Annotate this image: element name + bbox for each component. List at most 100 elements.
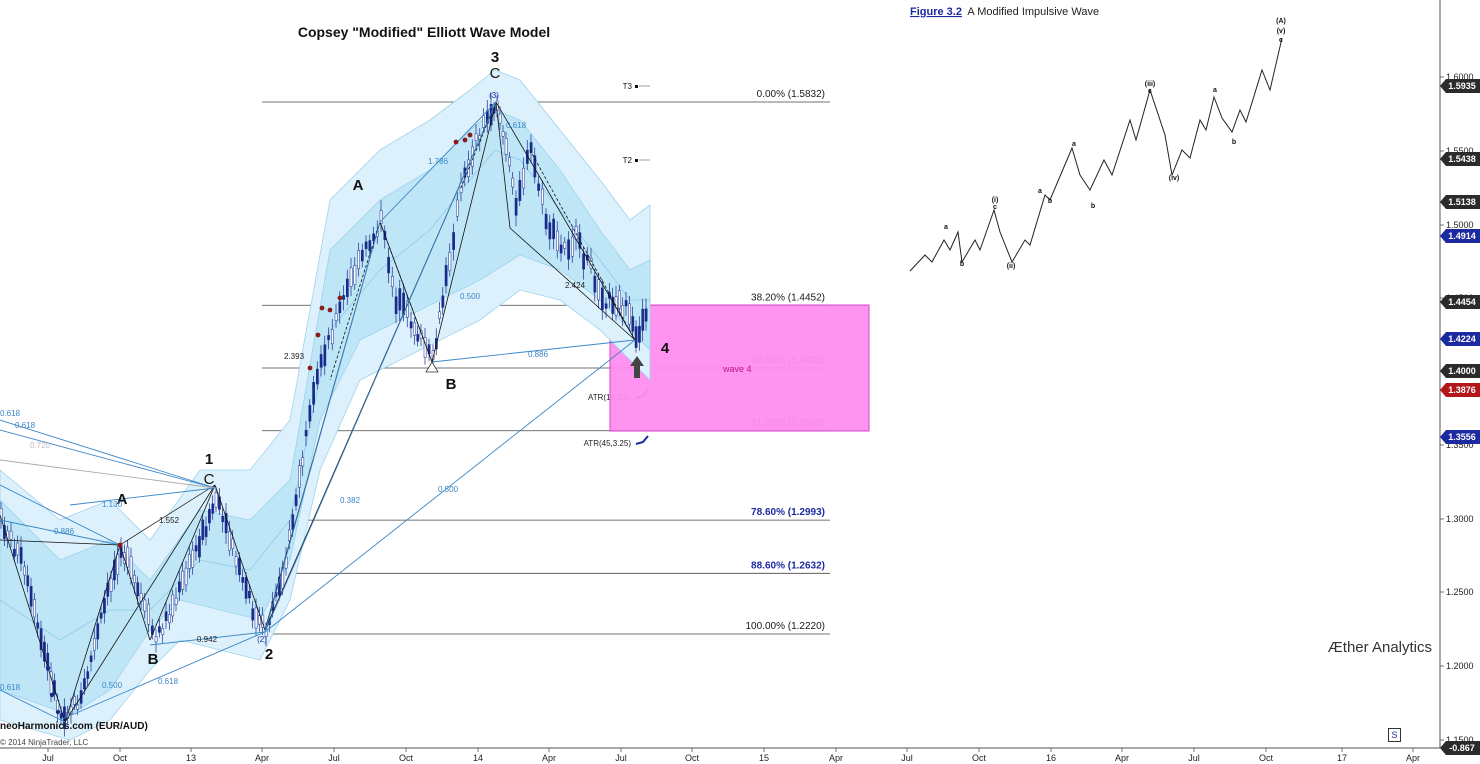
candle-body — [136, 582, 140, 597]
candle-body — [628, 303, 631, 325]
x-tick-label: Oct — [113, 753, 128, 763]
candle-body — [423, 337, 427, 358]
candle-body — [194, 545, 198, 552]
x-tick-label: 14 — [473, 753, 483, 763]
s-button[interactable]: S — [1388, 728, 1401, 742]
candle-body — [406, 301, 409, 318]
wave-leg — [64, 484, 216, 723]
pivot-dot — [315, 332, 321, 338]
x-tick-label: Oct — [685, 753, 700, 763]
candle-body — [171, 594, 175, 617]
candle-body — [231, 538, 235, 549]
price-badge: 1.5438 — [1440, 152, 1480, 166]
candle-body — [353, 265, 357, 285]
candle-body — [394, 296, 398, 314]
candle-body — [638, 325, 641, 343]
price-badge: 1.5935 — [1440, 79, 1480, 93]
price-badge: 1.4224 — [1440, 332, 1480, 346]
candle-body — [498, 113, 502, 124]
candle-body — [482, 115, 485, 128]
candle-body — [0, 507, 3, 522]
candle-body — [83, 678, 86, 690]
candle-body — [452, 232, 455, 250]
candle-body — [174, 597, 178, 605]
candle-body — [86, 671, 90, 679]
impulse-label: (A) — [1276, 18, 1286, 25]
candle-body — [201, 519, 205, 541]
candle-body — [431, 350, 435, 360]
wave-label: A — [117, 491, 128, 508]
candle-body — [96, 623, 100, 640]
price-badge-value: 1.3876 — [1448, 385, 1476, 395]
price-badge-value: 1.4454 — [1448, 297, 1476, 307]
triangle-marker — [425, 361, 439, 373]
pivot-dot — [45, 665, 51, 671]
candle-body — [301, 457, 305, 467]
candle-body — [16, 542, 20, 556]
atr-mark — [635, 435, 649, 445]
y-tick-label: 1.1500 — [1446, 735, 1474, 745]
wave-label: B — [148, 651, 159, 668]
source-label: neoHarmonics.com (EUR/AUD) — [0, 721, 148, 732]
pivot-dot — [319, 305, 325, 311]
candle-body — [416, 334, 420, 342]
pivot-dot — [462, 137, 468, 143]
candle-body — [129, 556, 133, 579]
candle-body — [552, 218, 555, 240]
candle-body — [444, 265, 448, 287]
candle-body — [398, 288, 402, 311]
pattern-line — [0, 419, 216, 489]
candle-body — [168, 614, 171, 624]
candle-body — [578, 232, 582, 249]
candle-body — [441, 295, 445, 308]
pattern-line — [0, 459, 216, 489]
candle-body — [556, 230, 559, 251]
pivot-dot — [467, 132, 473, 138]
copyright-label: © 2014 NinjaTrader, LLC — [0, 738, 89, 747]
candle-body — [571, 236, 574, 257]
price-badge-shape — [1440, 195, 1480, 209]
candle-body — [582, 253, 585, 270]
impulse-label: c — [1148, 88, 1152, 95]
price-badge-value: 1.4224 — [1448, 334, 1476, 344]
figure-label: Figure 3.2 — [910, 6, 962, 18]
fib-label: 88.60% (1.2632) — [751, 560, 825, 571]
pattern-line — [264, 339, 636, 633]
ratio-label: 1.552 — [159, 516, 180, 525]
candle-body — [508, 157, 511, 167]
price-badge-shape — [1440, 152, 1480, 166]
candle-body — [559, 244, 563, 254]
wave-label: 1 — [205, 451, 213, 468]
impulse-label: a — [944, 224, 948, 231]
candle-body — [548, 222, 552, 240]
dashed-leg — [529, 149, 636, 341]
x-tick-label: Apr — [1406, 753, 1420, 763]
x-tick-label: Oct — [1259, 753, 1274, 763]
ratio-label: 0.942 — [197, 635, 218, 644]
candle-body — [106, 582, 110, 597]
candle-body — [368, 240, 372, 251]
price-badge: 1.5138 — [1440, 195, 1480, 209]
candle-body — [228, 531, 231, 551]
x-tick-label: 13 — [186, 753, 196, 763]
ratio-label: 0.886 — [528, 350, 549, 359]
ratio-label: 0.500 — [102, 681, 123, 690]
candle-body — [504, 137, 508, 155]
atr-label: ATR(45,3.25) — [584, 439, 632, 448]
candle-body — [73, 696, 76, 705]
x-tick-label: 17 — [1337, 753, 1347, 763]
price-badge-shape — [1440, 79, 1480, 93]
candle-body — [304, 430, 308, 437]
impulse-label: a — [1072, 141, 1076, 148]
band-mid — [0, 149, 650, 641]
candle-body — [221, 516, 225, 523]
candle-body — [294, 494, 298, 506]
candle-body — [641, 308, 645, 331]
candle-body — [99, 612, 103, 619]
wave-leg — [0, 514, 66, 723]
x-tick-label: Jul — [901, 753, 913, 763]
wave-leg — [509, 227, 636, 341]
wave-leg — [149, 484, 216, 641]
impulse-label: (ii) — [1007, 263, 1016, 270]
